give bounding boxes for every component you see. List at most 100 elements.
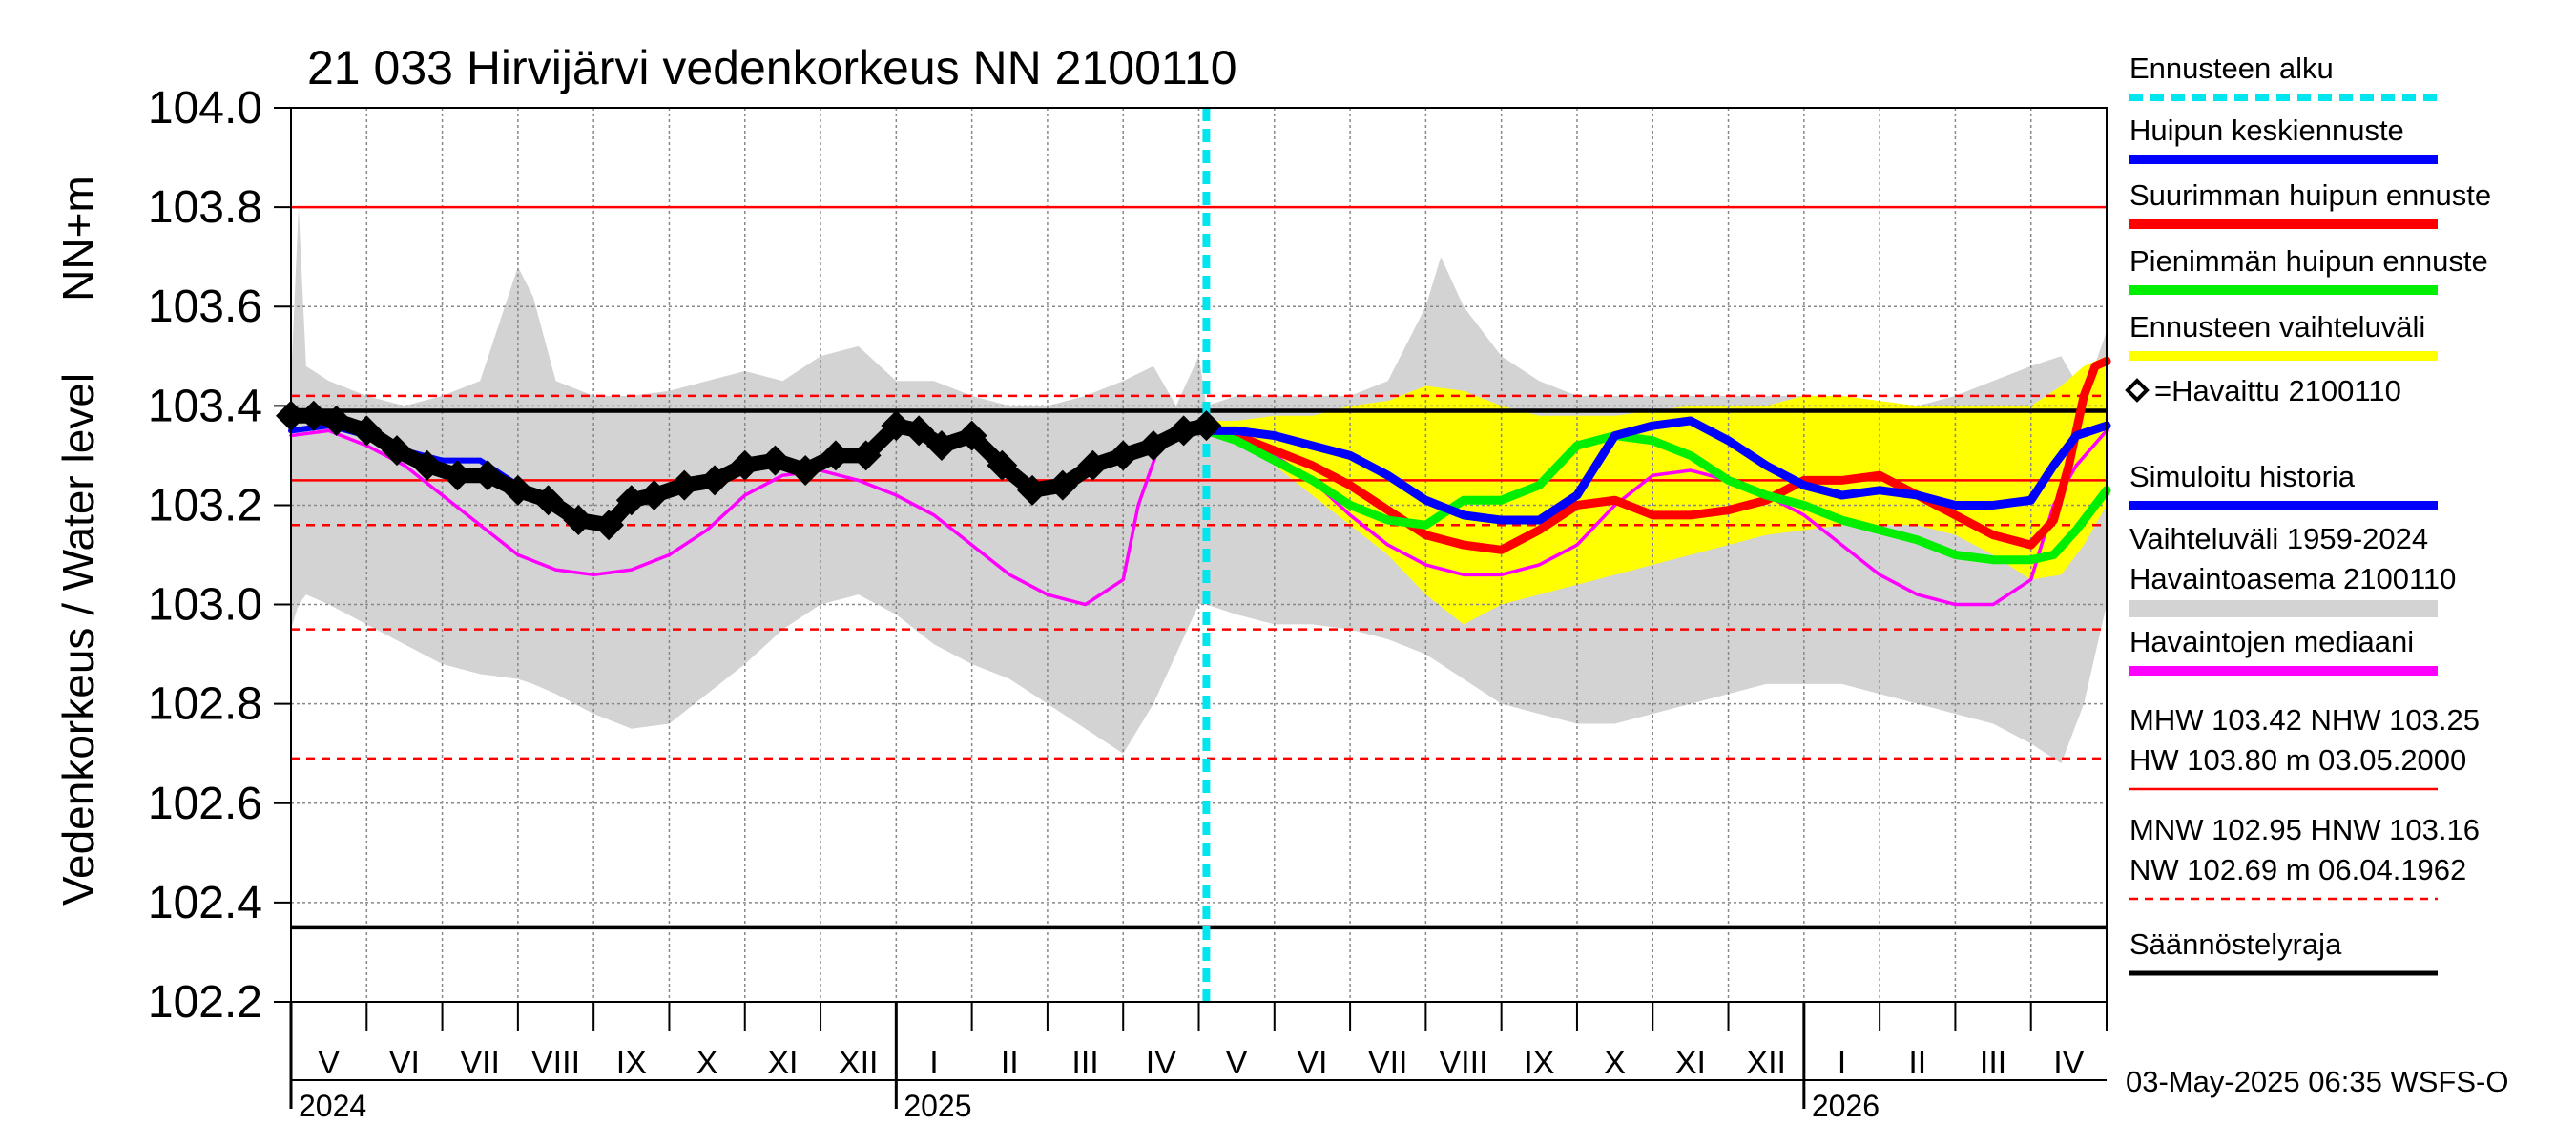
observed-point (881, 410, 912, 442)
y-tick-label: 102.6 (148, 779, 262, 829)
year-label: 2026 (1812, 1089, 1880, 1123)
month-label: XII (1746, 1045, 1786, 1081)
series-suurimman-huipun-ennuste (1201, 356, 2111, 554)
month-label: IV (1146, 1045, 1176, 1081)
month-label: VI (389, 1045, 420, 1081)
legend-swatch (2129, 600, 2438, 617)
observed-point (1017, 474, 1049, 506)
y-tick-label: 102.8 (148, 679, 262, 730)
legend-label: Suurimman huipun ennuste (2129, 178, 2491, 212)
observed-point (699, 465, 731, 496)
month-label: I (929, 1045, 938, 1081)
observed-point (593, 510, 625, 541)
legend-label: Havaintojen mediaani (2129, 625, 2414, 658)
y-tick-label: 103.4 (148, 381, 262, 431)
observed-point (729, 449, 760, 481)
observed-point (1168, 415, 1199, 447)
month-label: XI (1675, 1045, 1706, 1081)
chart-title: 21 033 Hirvijärvi vedenkorkeus NN 210011… (307, 41, 1237, 94)
observed-point (925, 429, 957, 461)
legend-label-line2: Havaintoasema 2100110 (2129, 562, 2456, 595)
month-label: IV (2053, 1045, 2084, 1081)
legend-label-line2: HW 103.80 m 03.05.2000 (2129, 743, 2466, 777)
month-label: III (1071, 1045, 1098, 1081)
series-pienimm-n-huipun-ennuste (1201, 426, 2111, 565)
observed-point (956, 420, 987, 451)
observed-point (615, 485, 647, 516)
observed-point (669, 469, 700, 501)
month-label: VIII (1440, 1045, 1488, 1081)
legend-label: Simuloitu historia (2129, 460, 2356, 493)
legend-label: Ennusteen vaihteluväli (2129, 310, 2425, 344)
year-label: 2024 (299, 1089, 366, 1123)
month-label: XII (839, 1045, 879, 1081)
footer-timestamp: 03-May-2025 06:35 WSFS-O (2126, 1065, 2508, 1098)
observed-point (987, 449, 1018, 481)
month-label: V (318, 1045, 340, 1081)
y-tick-label: 104.0 (148, 83, 262, 134)
legend-label: MHW 103.42 NHW 103.25 (2129, 703, 2480, 737)
observed-point (1077, 449, 1109, 481)
legend: Ennusteen alku Huipun keskiennuste Suurimm… (2125, 52, 2491, 976)
observed-point (442, 460, 473, 491)
observed-point (904, 415, 935, 447)
legend-label: =Havaittu 2100110 (2154, 374, 2401, 407)
legend-label-line2: NW 102.69 m 06.04.1962 (2129, 853, 2466, 886)
month-label: II (1001, 1045, 1019, 1081)
observed-point (638, 480, 670, 511)
series-huipun-keskiennuste (1201, 416, 2111, 525)
observed-point (298, 400, 329, 431)
observed-point (563, 505, 594, 536)
legend-swatch (2125, 378, 2150, 403)
y-axis: 104.0 103.8 103.6 103.4 103.2 103.0 102.8 102.6… (148, 83, 291, 1028)
month-label: IX (616, 1045, 647, 1081)
month-label: V (1226, 1045, 1248, 1081)
legend-label: Vaihteluväli 1959-2024 (2129, 522, 2428, 555)
legend-label: Pienimmän huipun ennuste (2129, 244, 2488, 278)
month-label: VI (1297, 1045, 1327, 1081)
y-tick-label: 102.4 (148, 878, 262, 928)
observed-point (820, 440, 851, 471)
observed-point (1191, 410, 1222, 442)
month-label: IX (1524, 1045, 1554, 1081)
observed-markers (276, 400, 1222, 541)
y-tick-label: 103.6 (148, 281, 262, 332)
observed-point (502, 474, 533, 506)
y-axis-label: Vedenkorkeus / Water level (53, 373, 103, 906)
month-label: VII (460, 1045, 500, 1081)
y-tick-label: 103.0 (148, 580, 262, 631)
month-label: III (1980, 1045, 2006, 1081)
year-label: 2025 (904, 1089, 971, 1123)
observed-point (1108, 440, 1139, 471)
observed-point (411, 449, 443, 481)
x-axis: V VI VII VIII IX X XI XII I II III IV V VI VII VIII IX X X… (289, 1002, 2108, 1123)
month-label: I (1838, 1045, 1846, 1081)
y-axis-unit-label: NN+m (53, 176, 103, 302)
observed-point (351, 415, 383, 447)
legend-label: Ennusteen alku (2129, 52, 2334, 85)
observed-point (532, 485, 564, 516)
month-label: X (1604, 1045, 1626, 1081)
observed-point (1047, 469, 1078, 501)
legend-label: Huipun keskiennuste (2129, 114, 2404, 147)
month-label: II (1908, 1045, 1926, 1081)
observed-point (759, 445, 791, 476)
y-tick-label: 102.2 (148, 977, 262, 1028)
observed-point (850, 440, 882, 471)
legend-label: Säännöstelyraja (2129, 927, 2342, 961)
month-label: VII (1368, 1045, 1408, 1081)
month-label: VIII (531, 1045, 580, 1081)
y-tick-label: 103.8 (148, 182, 262, 233)
y-tick-label: 103.2 (148, 480, 262, 531)
observed-point (382, 435, 413, 467)
month-label: X (696, 1045, 718, 1081)
observed-point (321, 405, 352, 436)
reference-lines (291, 205, 2107, 930)
observed-point (790, 455, 821, 487)
observed-point (472, 460, 504, 491)
month-label: XI (767, 1045, 798, 1081)
forecast-range-band (1206, 356, 2107, 625)
legend-label: MNW 102.95 HNW 103.16 (2129, 813, 2480, 846)
observed-point (1137, 429, 1169, 461)
